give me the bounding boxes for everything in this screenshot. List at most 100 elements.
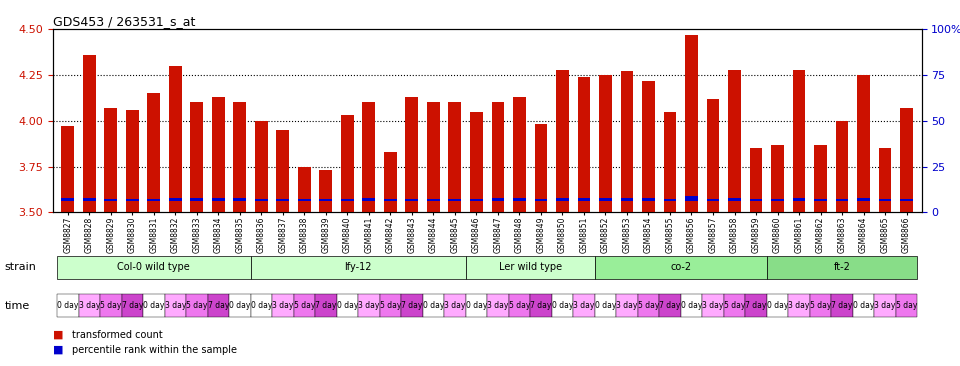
- Text: 0 day: 0 day: [767, 301, 788, 310]
- Bar: [276, 130, 289, 212]
- Text: co-2: co-2: [670, 262, 691, 272]
- Bar: [857, 75, 870, 212]
- Bar: [169, 198, 181, 201]
- Bar: [793, 70, 805, 212]
- FancyBboxPatch shape: [401, 294, 422, 317]
- Bar: [148, 93, 160, 212]
- FancyBboxPatch shape: [466, 294, 488, 317]
- Bar: [105, 198, 117, 201]
- Bar: [212, 198, 225, 201]
- Bar: [255, 198, 268, 201]
- Text: 3 day: 3 day: [703, 301, 724, 310]
- Text: 5 day: 5 day: [100, 301, 122, 310]
- Bar: [492, 102, 504, 212]
- Bar: [793, 198, 805, 201]
- Text: 5 day: 5 day: [810, 301, 831, 310]
- Bar: [620, 71, 634, 212]
- FancyBboxPatch shape: [100, 294, 122, 317]
- Bar: [492, 198, 504, 201]
- Bar: [148, 198, 160, 201]
- Text: 0 day: 0 day: [58, 301, 79, 310]
- FancyBboxPatch shape: [509, 294, 530, 317]
- Text: 7 day: 7 day: [660, 301, 681, 310]
- FancyBboxPatch shape: [143, 294, 164, 317]
- Bar: [298, 167, 311, 212]
- Text: 0 day: 0 day: [466, 301, 487, 310]
- FancyBboxPatch shape: [57, 294, 79, 317]
- Text: ■: ■: [53, 344, 63, 355]
- FancyBboxPatch shape: [272, 294, 294, 317]
- FancyBboxPatch shape: [466, 255, 595, 279]
- FancyBboxPatch shape: [379, 294, 401, 317]
- Text: Ler wild type: Ler wild type: [498, 262, 562, 272]
- FancyBboxPatch shape: [831, 294, 852, 317]
- Text: 3 day: 3 day: [273, 301, 294, 310]
- Bar: [126, 198, 139, 201]
- Bar: [169, 66, 181, 212]
- Bar: [427, 198, 440, 201]
- FancyBboxPatch shape: [724, 294, 745, 317]
- Bar: [707, 99, 719, 212]
- Text: 7 day: 7 day: [530, 301, 552, 310]
- FancyBboxPatch shape: [810, 294, 831, 317]
- Text: 3 day: 3 day: [165, 301, 186, 310]
- FancyBboxPatch shape: [444, 294, 466, 317]
- Text: 3 day: 3 day: [616, 301, 637, 310]
- Text: 0 day: 0 day: [143, 301, 164, 310]
- FancyBboxPatch shape: [703, 294, 724, 317]
- Text: 0 day: 0 day: [852, 301, 875, 310]
- Bar: [685, 35, 698, 212]
- Text: lfy-12: lfy-12: [345, 262, 372, 272]
- Text: 5 day: 5 day: [509, 301, 530, 310]
- FancyBboxPatch shape: [616, 294, 637, 317]
- FancyBboxPatch shape: [788, 294, 810, 317]
- FancyBboxPatch shape: [595, 294, 616, 317]
- Text: 0 day: 0 day: [552, 301, 573, 310]
- Bar: [900, 198, 913, 201]
- Bar: [728, 198, 741, 201]
- Bar: [535, 198, 547, 201]
- Text: 3 day: 3 day: [358, 301, 379, 310]
- Bar: [620, 198, 634, 201]
- FancyBboxPatch shape: [530, 294, 552, 317]
- Text: 7 day: 7 day: [207, 301, 229, 310]
- Text: 0 day: 0 day: [422, 301, 444, 310]
- Bar: [857, 198, 870, 201]
- Bar: [320, 170, 332, 212]
- Bar: [470, 198, 483, 201]
- Text: 5 day: 5 day: [637, 301, 660, 310]
- Text: 0 day: 0 day: [681, 301, 702, 310]
- FancyBboxPatch shape: [186, 294, 207, 317]
- Bar: [298, 199, 311, 201]
- FancyBboxPatch shape: [488, 294, 509, 317]
- Text: 3 day: 3 day: [79, 301, 100, 310]
- Text: 0 day: 0 day: [337, 301, 358, 310]
- Bar: [878, 198, 892, 201]
- Bar: [578, 198, 590, 201]
- Bar: [255, 121, 268, 212]
- Bar: [750, 148, 762, 212]
- Bar: [470, 112, 483, 212]
- FancyBboxPatch shape: [422, 294, 444, 317]
- Bar: [642, 81, 655, 212]
- Bar: [900, 108, 913, 212]
- FancyBboxPatch shape: [207, 294, 229, 317]
- Text: 3 day: 3 day: [788, 301, 809, 310]
- Text: 7 day: 7 day: [401, 301, 422, 310]
- Bar: [363, 102, 375, 212]
- Bar: [685, 196, 698, 201]
- Bar: [663, 199, 677, 201]
- Text: time: time: [5, 300, 30, 311]
- Bar: [212, 97, 225, 212]
- FancyBboxPatch shape: [637, 294, 660, 317]
- Bar: [814, 145, 827, 212]
- Text: Col-0 wild type: Col-0 wild type: [117, 262, 190, 272]
- FancyBboxPatch shape: [552, 294, 573, 317]
- Text: 5 day: 5 day: [186, 301, 207, 310]
- FancyBboxPatch shape: [681, 294, 703, 317]
- Bar: [405, 97, 419, 212]
- Bar: [341, 115, 354, 212]
- Bar: [814, 199, 827, 201]
- FancyBboxPatch shape: [358, 294, 379, 317]
- Text: ■: ■: [53, 330, 63, 340]
